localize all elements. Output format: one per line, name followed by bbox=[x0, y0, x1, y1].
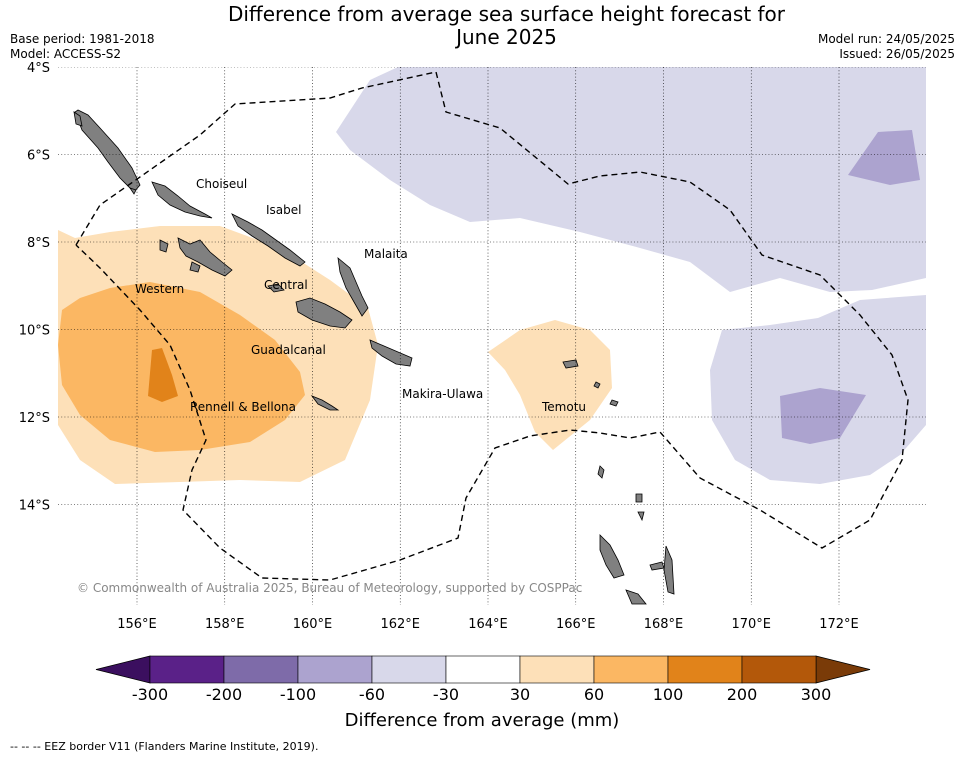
contour-pos-60 bbox=[58, 282, 305, 452]
province-label-choiseul: Choiseul bbox=[196, 177, 247, 191]
province-labels: Choiseul Isabel Malaita Western Central Guada… bbox=[135, 177, 586, 414]
meta-right: Model run: 24/05/2025 Issued: 26/05/2025 bbox=[818, 32, 955, 62]
colorbar-tick-label: -100 bbox=[280, 685, 316, 704]
colorbar-swatch bbox=[297, 655, 373, 684]
colorbar-tick-label: 200 bbox=[727, 685, 758, 704]
vanuatu-malekula bbox=[625, 589, 647, 605]
province-label-guadalcanal: Guadalcanal bbox=[251, 343, 326, 357]
lat-label: 10°S bbox=[19, 324, 50, 339]
map-layers bbox=[58, 67, 926, 605]
colorbar: -300 -200 -100 -60 -30 30 60 100 200 300 bbox=[95, 655, 871, 704]
rennell-island bbox=[310, 395, 340, 411]
title-line-1: Difference from average sea surface heig… bbox=[227, 2, 786, 26]
contour-pos-30-east bbox=[488, 320, 612, 450]
colorbar-swatch bbox=[593, 655, 669, 684]
bougainville-island bbox=[74, 109, 141, 193]
graticule bbox=[58, 67, 926, 605]
colorbar-swatch bbox=[223, 655, 299, 684]
isabel-island bbox=[231, 213, 306, 267]
lon-label: 156°E bbox=[117, 617, 157, 632]
lat-label: 4°S bbox=[27, 61, 50, 76]
eez-border bbox=[75, 71, 909, 581]
model-run: Model run: 24/05/2025 bbox=[817, 32, 955, 46]
small-island-3 bbox=[637, 511, 645, 522]
lat-label: 6°S bbox=[27, 149, 50, 164]
lat-label: 8°S bbox=[27, 236, 50, 251]
title-line-2: June 2025 bbox=[456, 25, 557, 49]
contour-neg-60-north bbox=[848, 130, 920, 185]
latitude-labels: 4°S 6°S 8°S 10°S 12°S 14°S bbox=[19, 61, 50, 514]
rendova-island bbox=[189, 261, 201, 273]
colorbar-swatch bbox=[445, 655, 521, 684]
florida-islands bbox=[267, 283, 285, 293]
lon-label: 172°E bbox=[819, 617, 859, 632]
model-name: Model: ACCESS-S2 bbox=[10, 47, 122, 61]
province-label-malaita: Malaita bbox=[364, 247, 408, 261]
base-period: Base period: 1981-2018 bbox=[10, 32, 155, 46]
colorbar-swatch bbox=[371, 655, 447, 684]
colorbar-tick-label: 60 bbox=[584, 685, 604, 704]
santa-cruz-island bbox=[562, 359, 579, 369]
colorbar-tick-label: -300 bbox=[132, 685, 168, 704]
vella-lavella-island bbox=[159, 239, 169, 253]
issued-date: Issued: 26/05/2025 bbox=[839, 47, 955, 61]
lon-label: 160°E bbox=[293, 617, 333, 632]
guadalcanal-island bbox=[295, 297, 353, 329]
colorbar-tick-label: -60 bbox=[359, 685, 385, 704]
malaita-island bbox=[337, 257, 369, 317]
colorbar-extend-high bbox=[815, 655, 871, 684]
vanikoro-island bbox=[593, 381, 601, 389]
lon-label: 166°E bbox=[556, 617, 596, 632]
lat-label: 14°S bbox=[19, 499, 50, 514]
colorbar-swatch bbox=[741, 655, 817, 684]
colorbar-label: Difference from average (mm) bbox=[345, 710, 620, 731]
vanuatu-espiritu-santo bbox=[599, 534, 625, 579]
province-label-makira-ulawa: Makira-Ulawa bbox=[402, 387, 483, 401]
province-label-isabel: Isabel bbox=[266, 203, 301, 217]
small-island-2 bbox=[609, 399, 619, 407]
vanuatu-torres-islands bbox=[597, 465, 605, 479]
contour-neg-60-east bbox=[780, 388, 866, 444]
colorbar-tick-label: 30 bbox=[510, 685, 530, 704]
buka-island bbox=[73, 111, 83, 127]
province-label-central: Central bbox=[264, 278, 308, 292]
vanuatu-banks-islands bbox=[635, 493, 643, 503]
small-island-1 bbox=[129, 187, 137, 195]
province-label-western: Western bbox=[135, 282, 184, 296]
lon-label: 168°E bbox=[644, 617, 684, 632]
colorbar-swatch bbox=[149, 655, 225, 684]
province-label-temotu: Temotu bbox=[541, 400, 586, 414]
contour-pos-100 bbox=[148, 348, 178, 402]
colorbar-tick-label: -200 bbox=[206, 685, 242, 704]
lon-label: 170°E bbox=[731, 617, 771, 632]
meta-left: Base period: 1981-2018 Model: ACCESS-S2 bbox=[10, 32, 155, 62]
colorbar-extend-low bbox=[95, 655, 151, 684]
lon-label: 158°E bbox=[205, 617, 245, 632]
colorbar-tick-label: -30 bbox=[433, 685, 459, 704]
lon-label: 162°E bbox=[380, 617, 420, 632]
land bbox=[73, 109, 675, 605]
lon-label: 164°E bbox=[468, 617, 508, 632]
copyright-notice: © Commonwealth of Australia 2025, Bureau… bbox=[77, 581, 582, 595]
province-label-rennell-bellona: Rennell & Bellona bbox=[190, 400, 296, 414]
eez-footer-note: -- -- -- EEZ border V11 (Flanders Marine… bbox=[10, 740, 319, 753]
colorbar-tick-label: 100 bbox=[653, 685, 684, 704]
choiseul-island bbox=[151, 181, 213, 219]
colorbar-tick-label: 300 bbox=[801, 685, 832, 704]
longitude-labels: 156°E 158°E 160°E 162°E 164°E 166°E 168°E 170°E… bbox=[117, 617, 859, 632]
map-title: Difference from average sea surface heig… bbox=[0, 3, 965, 49]
colorbar-swatch bbox=[519, 655, 595, 684]
lat-label: 12°S bbox=[19, 411, 50, 426]
new-georgia-group bbox=[177, 237, 233, 277]
colorbar-swatch bbox=[667, 655, 743, 684]
makira-island bbox=[369, 339, 413, 367]
vanuatu-pentecost bbox=[663, 545, 675, 595]
